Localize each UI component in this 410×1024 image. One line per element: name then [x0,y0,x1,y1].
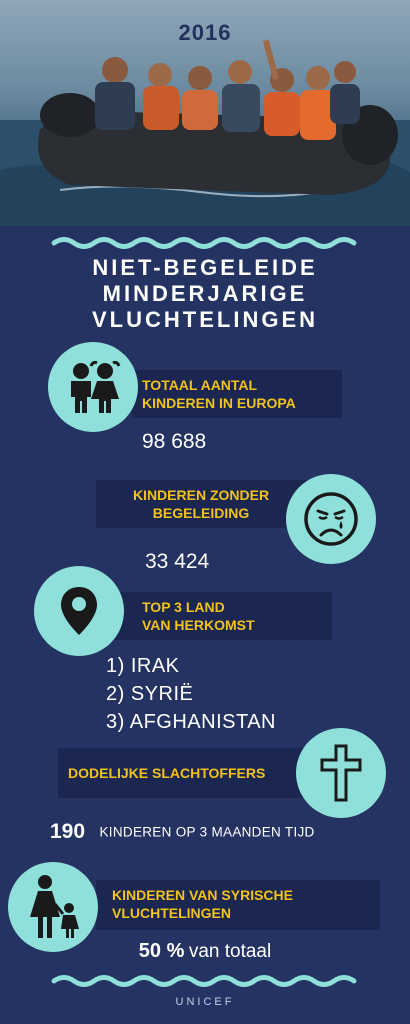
total-children-label-line2: KINDEREN IN EUROPA [142,395,296,411]
sad-face-icon [304,492,358,546]
syrian-children-label: KINDEREN VAN SYRISCHE VLUCHTELINGEN [96,880,380,930]
location-pin-icon [61,587,97,635]
fatalities-value: 190 [50,820,86,843]
title-line-1: NIET-BEGELEIDE [92,255,318,280]
syrian-children-detail: van totaal [188,941,272,962]
fatalities-label: DODELIJKE SLACHTOFFERS [58,748,314,798]
total-children-circle [48,342,138,432]
year-title: 2016 [178,20,232,45]
total-children-value: 98 688 [142,430,207,453]
country-item-2: 2) SYRIË [106,683,194,705]
syrian-children-label-line2: VLUCHTELINGEN [112,905,231,921]
unaccompanied-value: 33 424 [145,550,210,573]
wave-divider-bottom [51,975,357,987]
fatalities-circle [296,728,386,818]
top-countries-label-line2: VAN HERKOMST [142,617,255,633]
source-credit: UNICEF [175,996,235,1008]
fatalities-detail: KINDEREN OP 3 MAANDEN TIJD [99,824,315,840]
top-countries-label-line1: TOP 3 LAND [142,599,225,615]
syrian-children-stat: 50 % van totaal [0,940,410,963]
header-photo: 2016 [0,0,410,226]
main-title: NIET-BEGELEIDE MINDERJARIGE VLUCHTELINGE… [0,255,410,333]
unaccompanied-label-line1: KINDEREN ZONDER [132,487,270,503]
wave-divider-top [51,237,357,249]
top-countries-circle [34,566,124,656]
total-children-label: TOTAAL AANTAL KINDEREN IN EUROPA [132,370,342,418]
country-item-3: 3) AFGHANISTAN [106,711,276,733]
fatalities-stat: 190 KINDEREN OP 3 MAANDEN TIJD [50,820,315,844]
children-icon [71,360,121,413]
top-countries-label: TOP 3 LAND VAN HERKOMST [110,592,332,640]
title-line-2: MINDERJARIGE [102,281,308,306]
cross-icon [320,744,362,802]
syrian-children-label-line1: KINDEREN VAN SYRISCHE [112,887,293,903]
title-line-3: VLUCHTELINGEN [92,307,318,332]
unaccompanied-label-line2: BEGELEIDING [152,505,250,521]
syrian-children-circle [8,862,98,952]
unaccompanied-label: KINDEREN ZONDER BEGELEIDING [96,480,306,528]
top-countries-list: 1) IRAK 2) SYRIË 3) AFGHANISTAN [106,652,276,736]
unaccompanied-circle [286,474,376,564]
boat-illustration [0,39,410,226]
country-item-1: 1) IRAK [106,655,180,677]
total-children-label-line1: TOTAAL AANTAL [142,377,258,393]
syrian-children-value: 50 % [138,940,185,962]
mother-child-icon [30,875,79,938]
